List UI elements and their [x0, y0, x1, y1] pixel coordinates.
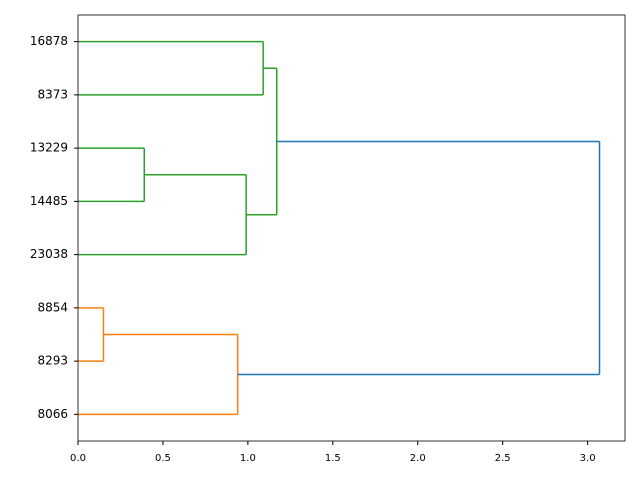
x-tick-label: 1.0 [240, 453, 256, 464]
leaf-label: 23038 [30, 247, 68, 261]
leaf-label: 8373 [37, 87, 68, 101]
leaf-label: 16878 [30, 34, 68, 48]
leaf-label: 8293 [37, 354, 68, 368]
x-tick-label: 1.5 [325, 453, 341, 464]
x-tick-label: 3.0 [580, 453, 596, 464]
link [237, 140, 601, 376]
link [78, 333, 239, 416]
x-tick-label: 2.5 [495, 453, 511, 464]
x-tick-label: 0.0 [70, 453, 86, 464]
link [78, 307, 105, 362]
leaf-label: 8854 [37, 300, 68, 314]
link [78, 40, 264, 96]
link [78, 147, 146, 203]
leaf-label: 13229 [30, 141, 68, 155]
link [246, 67, 278, 216]
plot-frame [77, 14, 626, 442]
link [78, 174, 247, 256]
x-tick-label: 2.0 [410, 453, 426, 464]
leaf-label: 14485 [30, 194, 68, 208]
leaf-label: 8066 [37, 407, 68, 421]
x-tick-label: 0.5 [155, 453, 171, 464]
